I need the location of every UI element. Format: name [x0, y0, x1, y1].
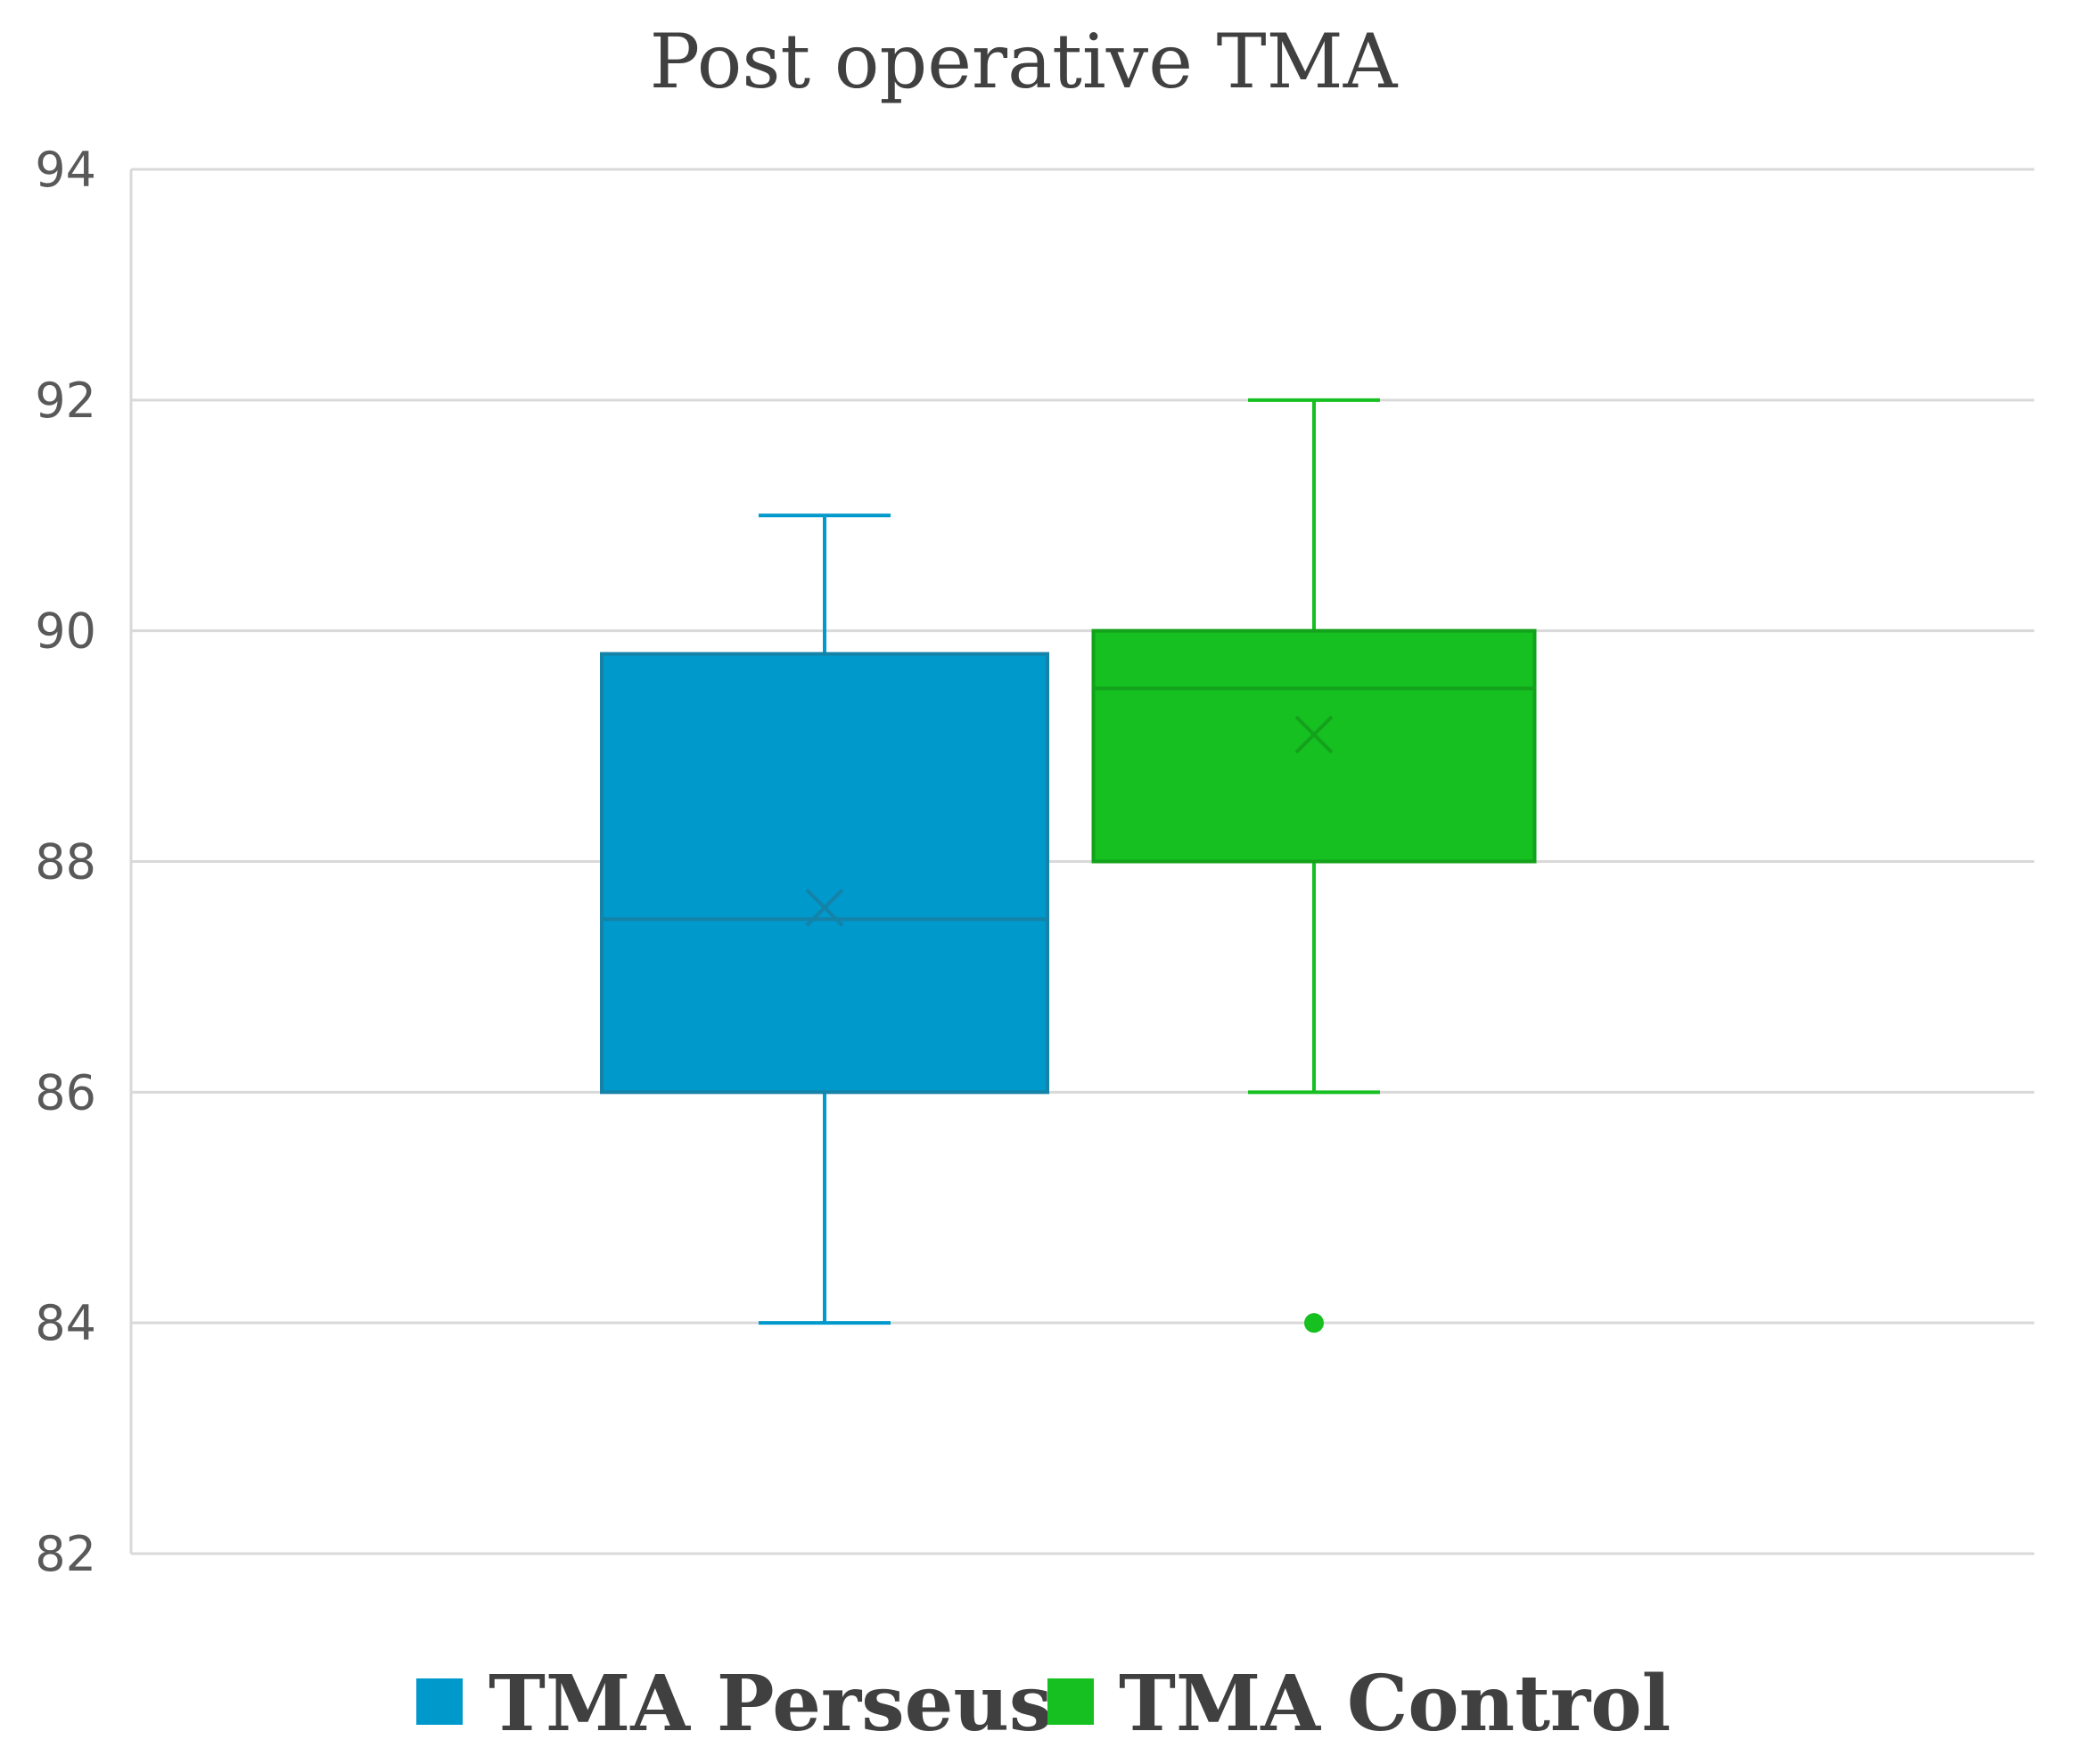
y-tick-label: 84 — [35, 1295, 96, 1351]
box-series-0 — [600, 513, 1049, 1325]
legend-swatch-tma-perseus — [416, 1678, 463, 1725]
mean-marker — [805, 888, 844, 927]
legend-label-tma-perseus: TMA Perseus — [489, 1659, 1052, 1749]
y-tick-label: 86 — [35, 1064, 96, 1120]
outlier-point — [1304, 1313, 1324, 1333]
y-tick-label: 88 — [35, 834, 96, 890]
y-tick-label: 92 — [35, 373, 96, 429]
legend-label-tma-control: TMA Control — [1119, 1659, 1671, 1749]
gridlines — [131, 168, 2034, 1555]
legend: TMA Perseus TMA Control — [416, 1659, 1671, 1749]
chart-title: Post operative TMA — [650, 18, 1399, 105]
iqr-box — [600, 652, 1049, 1095]
y-tick-label: 82 — [35, 1526, 96, 1582]
iqr-box — [1091, 628, 1537, 864]
mean-marker — [1294, 715, 1334, 754]
y-tick-label: 90 — [35, 603, 96, 660]
y-axis-ticks: 82 84 86 88 90 92 94 — [35, 142, 96, 1582]
box-series-1 — [1091, 398, 1537, 1333]
box-series — [600, 398, 1537, 1333]
legend-swatch-tma-control — [1047, 1678, 1094, 1725]
y-tick-label: 94 — [35, 142, 96, 198]
